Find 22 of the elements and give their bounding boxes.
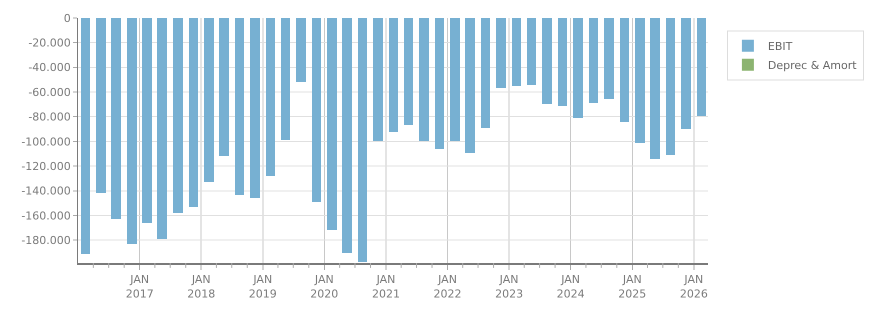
y-tick-label: 0 [64,12,71,25]
y-tick-label: -40.000 [28,61,71,74]
x-tick-label: JAN 2019 [248,273,277,300]
y-tick-label: -100.000 [21,135,71,148]
legend-label: Deprec & Amort [768,59,858,72]
x-tick-label: JAN 2022 [434,273,462,300]
y-tick-label: -60.000 [28,86,71,99]
x-tick-label: JAN 2024 [556,273,585,300]
y-tick-label: -120.000 [21,160,71,173]
y-tick-label: -20.000 [28,36,71,50]
x-tick-label: JAN 2023 [495,273,524,300]
x-tick-label: JAN 2017 [126,273,154,300]
x-tick-label: JAN 2018 [187,273,216,300]
y-tick-label: -180.000 [21,234,71,248]
x-tick-label: JAN 2025 [618,273,646,300]
x-tick-label: JAN 2020 [310,273,338,300]
y-tick-label: -160.000 [21,209,71,222]
legend-label: EBIT [768,40,793,54]
x-tick-label: JAN 2021 [372,273,400,300]
x-tick-label: JAN 2026 [680,273,708,300]
y-tick-label: -80.000 [28,110,71,124]
y-tick-label: -140.000 [21,184,71,198]
